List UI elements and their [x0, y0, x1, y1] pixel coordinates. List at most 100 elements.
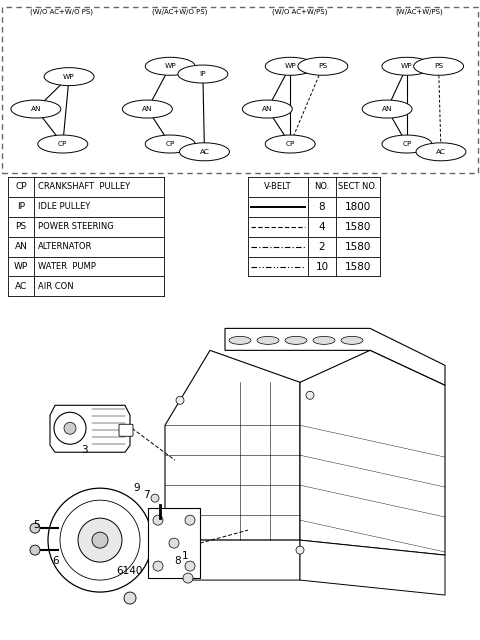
Text: PS: PS [15, 222, 26, 231]
Text: 3: 3 [81, 445, 87, 456]
Ellipse shape [229, 337, 251, 344]
Circle shape [414, 58, 464, 76]
Circle shape [54, 412, 86, 444]
Circle shape [416, 143, 466, 161]
Text: NO.: NO. [314, 182, 330, 191]
Text: 9: 9 [133, 483, 140, 493]
Circle shape [176, 546, 184, 554]
Text: 5: 5 [33, 520, 39, 530]
Text: AC: AC [15, 282, 27, 291]
Text: CP: CP [286, 141, 295, 147]
Text: (W/O AC+W/O PS): (W/O AC+W/O PS) [30, 8, 93, 15]
Circle shape [382, 135, 432, 153]
Circle shape [30, 523, 40, 533]
Text: AC: AC [200, 149, 209, 155]
Text: 1580: 1580 [345, 262, 371, 271]
Circle shape [382, 58, 432, 76]
Text: IP: IP [17, 202, 25, 211]
Text: CRANKSHAFT  PULLEY: CRANKSHAFT PULLEY [38, 182, 130, 191]
Text: CP: CP [166, 141, 175, 147]
Circle shape [178, 65, 228, 83]
Polygon shape [148, 508, 200, 578]
Circle shape [298, 58, 348, 76]
Circle shape [48, 488, 152, 592]
Text: WP: WP [401, 63, 413, 69]
Text: (W/AC+W/O PS): (W/AC+W/O PS) [152, 8, 208, 15]
Text: 6: 6 [52, 556, 59, 566]
Circle shape [78, 518, 122, 562]
Text: AIR CON: AIR CON [38, 282, 73, 291]
Text: 10: 10 [315, 262, 329, 271]
Circle shape [169, 538, 179, 548]
Circle shape [306, 391, 314, 399]
Circle shape [296, 546, 304, 554]
Text: 1: 1 [181, 551, 188, 561]
Text: IP: IP [200, 71, 206, 77]
Polygon shape [225, 328, 445, 385]
Text: AN: AN [31, 106, 41, 112]
Circle shape [151, 494, 159, 502]
Ellipse shape [257, 337, 279, 344]
Text: WP: WP [63, 74, 75, 79]
Circle shape [265, 58, 315, 76]
Text: AN: AN [14, 242, 27, 251]
Ellipse shape [341, 337, 363, 344]
Circle shape [44, 68, 94, 86]
Text: POWER STEERING: POWER STEERING [38, 222, 114, 231]
Circle shape [38, 135, 88, 153]
Text: PS: PS [434, 63, 443, 69]
Circle shape [64, 422, 76, 435]
Text: 1580: 1580 [345, 221, 371, 232]
Circle shape [11, 100, 61, 118]
Circle shape [242, 100, 292, 118]
Circle shape [176, 396, 184, 404]
Text: AN: AN [262, 106, 273, 112]
Text: 4: 4 [319, 221, 325, 232]
Ellipse shape [285, 337, 307, 344]
Text: 7: 7 [143, 490, 150, 500]
Circle shape [30, 545, 40, 555]
Circle shape [145, 135, 195, 153]
Circle shape [124, 592, 136, 604]
Polygon shape [165, 350, 300, 540]
Text: IDLE PULLEY: IDLE PULLEY [38, 202, 90, 211]
Text: WP: WP [164, 63, 176, 69]
Text: WP: WP [284, 63, 296, 69]
Polygon shape [300, 540, 445, 595]
Circle shape [183, 573, 193, 583]
Circle shape [92, 532, 108, 548]
Text: ALTERNATOR: ALTERNATOR [38, 242, 92, 251]
Text: 2: 2 [319, 241, 325, 252]
Polygon shape [50, 405, 130, 452]
Text: V-BELT: V-BELT [264, 182, 292, 191]
Ellipse shape [313, 337, 335, 344]
Circle shape [362, 100, 412, 118]
Circle shape [153, 515, 163, 525]
Circle shape [180, 143, 229, 161]
Circle shape [122, 100, 172, 118]
Polygon shape [300, 350, 445, 555]
Text: SECT NO.: SECT NO. [338, 182, 378, 191]
Text: CP: CP [15, 182, 27, 191]
Text: (W/O AC+W/PS): (W/O AC+W/PS) [272, 8, 328, 15]
Text: AC: AC [436, 149, 446, 155]
Text: (W/AC+W/PS): (W/AC+W/PS) [395, 8, 443, 15]
Text: PS: PS [318, 63, 327, 69]
Text: WP: WP [14, 262, 28, 271]
Circle shape [153, 561, 163, 571]
Circle shape [185, 515, 195, 525]
Text: 8: 8 [174, 556, 181, 566]
Circle shape [265, 135, 315, 153]
Polygon shape [165, 540, 300, 580]
Text: CP: CP [402, 141, 412, 147]
Text: CP: CP [58, 141, 68, 147]
FancyBboxPatch shape [119, 424, 133, 436]
Circle shape [185, 561, 195, 571]
Text: AN: AN [142, 106, 153, 112]
Text: 6140: 6140 [117, 566, 143, 576]
Text: WATER  PUMP: WATER PUMP [38, 262, 96, 271]
Text: AN: AN [382, 106, 392, 112]
Text: 8: 8 [319, 202, 325, 212]
Circle shape [145, 58, 195, 76]
Text: 1800: 1800 [345, 202, 371, 212]
